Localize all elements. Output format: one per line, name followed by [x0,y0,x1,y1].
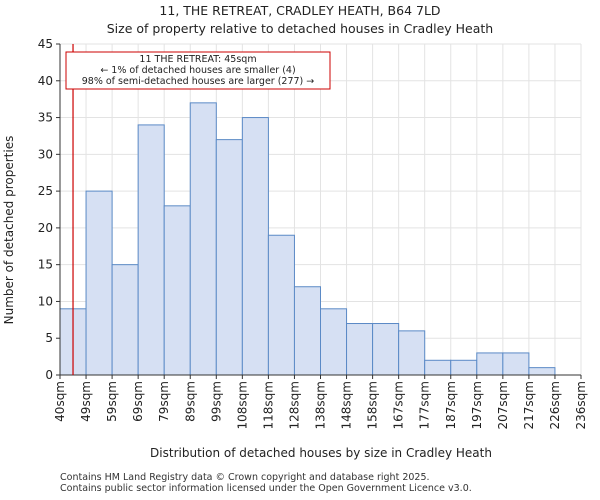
x-tick-label: 99sqm [209,381,223,422]
y-tick-label: 25 [38,184,53,198]
histogram-bar [398,330,426,376]
x-tick-label: 217sqm [522,381,536,429]
y-tick-label: 45 [38,37,53,51]
histogram-bar [189,102,217,376]
x-tick-label: 148sqm [340,381,354,429]
annotation-layer: 11 THE RETREAT: 45sqm← 1% of detached ho… [65,51,331,90]
chart-title-block: 11, THE RETREAT, CRADLEY HEATH, B64 7LD … [0,2,600,38]
histogram-bar [528,367,556,376]
x-tick-label: 49sqm [79,381,93,422]
annotation-line: 11 THE RETREAT: 45sqm [139,54,256,65]
annotation-line: ← 1% of detached houses are smaller (4) [100,65,295,76]
footer-line-1: Contains HM Land Registry data © Crown c… [60,472,430,483]
histogram-bar [502,352,530,376]
histogram-bar [85,190,113,376]
chart-title: 11, THE RETREAT, CRADLEY HEATH, B64 7LD [159,3,441,18]
histogram-bar [163,205,191,376]
x-tick-label: 79sqm [157,381,171,422]
bars-layer [59,102,556,376]
x-tick-label: 177sqm [418,381,432,429]
chart-subtitle: Size of property relative to detached ho… [106,21,494,36]
x-tick-label: 207sqm [496,381,510,429]
y-tick-label: 10 [38,294,53,308]
y-tick-label: 35 [38,111,53,125]
x-tick-label: 108sqm [235,381,249,429]
histogram-bar [320,308,348,376]
y-tick-label: 5 [45,331,53,345]
axes-layer: 0 5 10 15 20 25 30 35 40 45 40sqm 49sqm 59sqm 69sqm 79… [38,37,588,429]
histogram-bar [424,359,452,376]
histogram-bar [137,124,165,376]
x-tick-label: 187sqm [444,381,458,429]
x-tick-label: 118sqm [261,381,275,429]
footer: Contains HM Land Registry data © Crown c… [60,472,472,494]
x-tick-label: 69sqm [131,381,145,422]
histogram-bar [372,323,400,376]
y-tick-label: 20 [38,221,53,235]
y-axis-label: Number of detached properties [2,136,16,325]
y-tick-label: 0 [45,368,53,382]
histogram-bar [476,352,504,376]
x-tick-label: 128sqm [287,381,301,429]
x-tick-label: 236sqm [574,381,588,429]
x-tick-label: 59sqm [105,381,119,422]
x-tick-label: 226sqm [548,381,562,429]
x-tick-label: 167sqm [392,381,406,429]
histogram-bar [267,234,295,376]
histogram-bar [450,359,478,376]
y-tick-label: 15 [38,258,53,272]
histogram-bar [241,117,269,376]
histogram-bar [111,264,139,376]
footer-line-2: Contains public sector information licen… [60,483,472,494]
histogram-bar [215,139,243,376]
histogram-bar [293,286,322,376]
x-tick-label: 138sqm [314,381,328,429]
y-tick-label: 30 [38,147,53,161]
histogram-bar [346,323,374,376]
y-tick-label: 40 [38,74,53,88]
x-tick-label: 158sqm [366,381,380,429]
x-tick-label: 40sqm [53,381,67,422]
x-tick-label: 89sqm [183,381,197,422]
x-tick-label: 197sqm [470,381,484,429]
annotation-line: 98% of semi-detached houses are larger (… [82,76,315,87]
annotation-box [65,51,331,90]
x-axis-label: Distribution of detached houses by size … [150,446,492,460]
